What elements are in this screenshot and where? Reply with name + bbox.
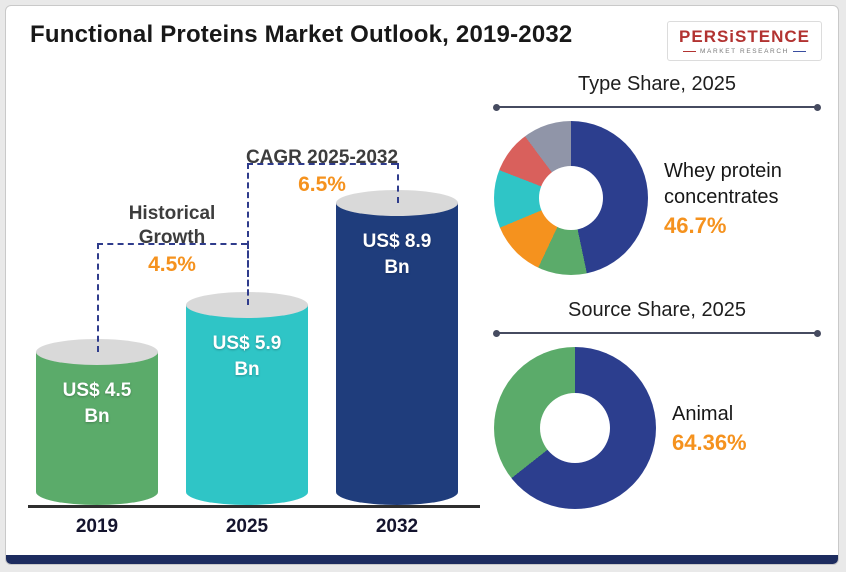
- footer-strip: [6, 555, 838, 564]
- donut-hole: [540, 393, 610, 463]
- source-share-row: Animal 64.36%: [492, 347, 822, 509]
- divider-right-dot: [814, 329, 821, 337]
- type-share-callout-label: Whey protein concentrates: [664, 159, 782, 208]
- annotation-connector-v: [247, 163, 249, 305]
- divider-left-dot: [493, 103, 500, 111]
- brand-subtitle-text: MARKET RESEARCH: [700, 48, 789, 55]
- source-share-title: Source Share, 2025: [568, 299, 746, 321]
- type-share-title: Type Share, 2025: [578, 73, 736, 95]
- axis-label-2025: 2025: [225, 516, 269, 537]
- infographic-card: Functional Proteins Market Outlook, 2019…: [5, 5, 839, 565]
- annotation-connector-h: [247, 163, 397, 165]
- type-share-callout-value: 46.7%: [664, 212, 727, 238]
- divider-right-dot: [814, 103, 821, 111]
- bar-2019: US$ 4.5 Bn: [36, 339, 158, 505]
- page-title: Functional Proteins Market Outlook, 2019…: [30, 21, 573, 48]
- logo-right-rule: [792, 51, 806, 52]
- source-share-callout: Animal 64.36%: [672, 401, 747, 456]
- type-share-block: Type Share, 2025 Whey protein concentrat…: [492, 73, 822, 275]
- annotation-connector-v: [397, 163, 399, 203]
- share-panel: Type Share, 2025 Whey protein concentrat…: [486, 69, 822, 549]
- bar-value-label: US$ 4.5 Bn: [36, 378, 158, 429]
- bar-value-label: US$ 8.9 Bn: [336, 229, 458, 280]
- source-share-callout-label: Animal: [672, 402, 734, 425]
- annotation-label-group: Historical Growth 4.5%: [52, 202, 292, 277]
- source-share-donut: [494, 347, 656, 509]
- axis-label-2032: 2032: [375, 516, 419, 537]
- type-share-row: Whey protein concentrates 46.7%: [492, 121, 822, 275]
- bar-value-line: US$ 8.9: [362, 231, 432, 252]
- source-share-callout-value: 64.36%: [672, 429, 747, 455]
- axis-label-2019: 2019: [75, 516, 119, 537]
- annotation-value: 4.5%: [148, 253, 196, 276]
- divider-left-dot: [493, 329, 500, 337]
- source-share-divider: [493, 329, 821, 337]
- bar-value-line: US$ 4.5: [62, 380, 132, 401]
- annotation-label-group: CAGR 2025-2032 6.5%: [202, 146, 442, 197]
- annotation-connector-v: [97, 243, 99, 352]
- bar-value-line: Bn: [384, 256, 410, 278]
- bar-value-line: US$ 5.9: [212, 333, 282, 354]
- logo-left-rule: [683, 51, 697, 52]
- header: Functional Proteins Market Outlook, 2019…: [6, 6, 838, 61]
- source-share-block: Source Share, 2025 Animal 64.36%: [492, 299, 822, 509]
- annotation-connector-h: [97, 243, 247, 245]
- bar-2025: US$ 5.9 Bn: [186, 292, 308, 505]
- brand-logo: PERSiSTENCE MARKET RESEARCH: [667, 21, 822, 61]
- annotation-text: Historical: [128, 202, 216, 224]
- bar-2032: US$ 8.9 Bn: [336, 190, 458, 505]
- brand-name: PERSiSTENCE: [679, 27, 810, 46]
- x-axis-line: [28, 505, 480, 508]
- annotation-value: 6.5%: [298, 173, 346, 196]
- annotation-text: Growth: [138, 227, 206, 249]
- bar-value-line: Bn: [234, 358, 260, 380]
- type-share-donut: [494, 121, 648, 275]
- bar-value-label: US$ 5.9 Bn: [186, 331, 308, 382]
- donut-hole: [539, 166, 603, 230]
- brand-subtitle: MARKET RESEARCH: [679, 48, 810, 55]
- type-share-callout: Whey protein concentrates 46.7%: [664, 158, 822, 239]
- main-content: US$ 4.5 Bn 2019 US$ 5.9 Bn 2025 US$ 8.9 Bn 2032 H…: [6, 61, 838, 549]
- annotation-text: CAGR 2025-2032: [245, 147, 399, 169]
- bar-plot: US$ 4.5 Bn 2019 US$ 5.9 Bn 2025 US$ 8.9 Bn 2032 H…: [28, 69, 486, 549]
- type-share-divider: [493, 103, 821, 111]
- bar-value-line: Bn: [84, 405, 110, 427]
